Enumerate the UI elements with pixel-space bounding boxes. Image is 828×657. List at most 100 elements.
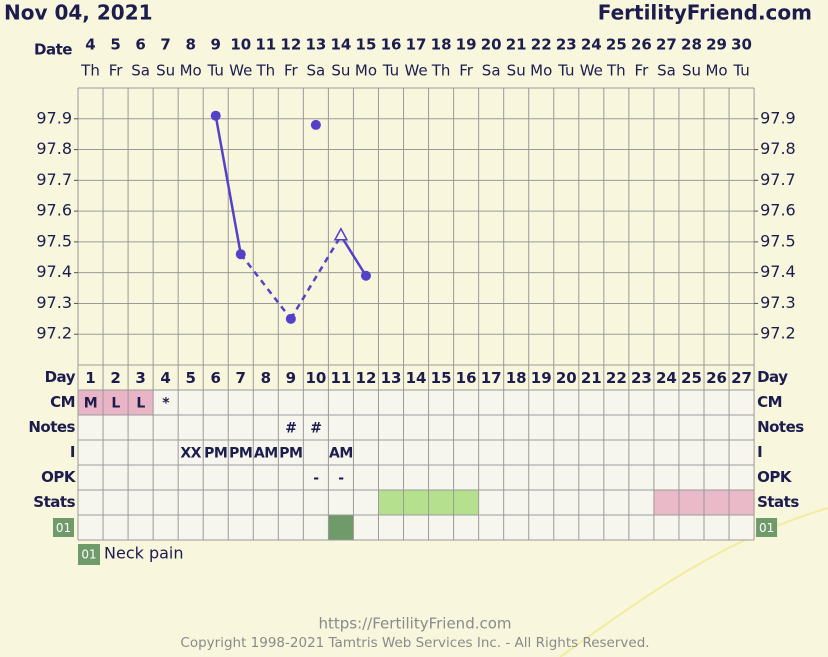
table-cell-fill	[704, 490, 730, 515]
date-number: 18	[431, 36, 452, 54]
weekday: Mo	[355, 62, 377, 80]
weekday: Fr	[459, 62, 474, 80]
table-cell-fill	[128, 390, 154, 415]
row-label: Day	[757, 368, 788, 386]
date-number: 27	[656, 36, 677, 54]
day-number: 1	[85, 369, 95, 387]
temperature-segment	[214, 115, 242, 255]
date-number: 21	[506, 36, 527, 54]
day-number: 8	[261, 369, 271, 387]
temperature-marker	[310, 119, 321, 130]
day-number: 3	[135, 369, 145, 387]
table-cell: #	[310, 421, 321, 437]
date-number: 23	[556, 36, 577, 54]
weekday: Su	[331, 62, 350, 80]
table-cell: PM	[279, 446, 302, 462]
day-number: 11	[330, 369, 351, 387]
date-number: 15	[356, 36, 377, 54]
weekday: Sa	[482, 62, 501, 80]
header-site: FertilityFriend.com	[598, 1, 812, 25]
temperature-marker	[333, 227, 349, 241]
legend-code: 01	[81, 548, 96, 562]
table-cell: PM	[229, 446, 252, 462]
date-number: 20	[481, 36, 502, 54]
table-cell-fill	[378, 490, 404, 515]
day-number: 2	[110, 369, 120, 387]
legend-box	[78, 544, 100, 565]
day-number: 15	[431, 369, 452, 387]
y-tick-label: 97.9	[760, 108, 796, 127]
y-tick-label: 97.5	[36, 231, 72, 250]
legend-label: Neck pain	[104, 544, 184, 563]
table-cell: -	[338, 471, 344, 487]
header-date: Nov 04, 2021	[4, 1, 153, 25]
table-cell-fill	[428, 490, 454, 515]
day-number: 10	[305, 369, 326, 387]
row-label: Day	[45, 368, 76, 386]
weekday: We	[580, 62, 603, 80]
table-cell: AM	[329, 446, 353, 462]
weekday: Su	[682, 62, 701, 80]
date-number: 16	[381, 36, 402, 54]
day-number: 9	[286, 369, 296, 387]
table-row-bg	[78, 390, 755, 415]
table-cell-fill	[453, 490, 479, 515]
table-cell-fill	[403, 490, 429, 515]
y-tick-label: 97.4	[36, 262, 72, 281]
temperature-segment	[289, 235, 342, 320]
table-row-bg	[78, 440, 755, 465]
weekday: We	[404, 62, 427, 80]
date-number: 25	[606, 36, 627, 54]
date-number: 19	[456, 36, 477, 54]
date-number: 28	[681, 36, 702, 54]
date-number: 4	[85, 36, 95, 54]
weekday: Su	[156, 62, 175, 80]
day-number: 14	[406, 369, 427, 387]
table-cell-fill	[653, 490, 679, 515]
y-tick-label: 97.8	[36, 139, 72, 158]
weekday: Fr	[109, 62, 124, 80]
day-number: 21	[581, 369, 602, 387]
date-number: 14	[330, 36, 351, 54]
table-cell: L	[136, 396, 145, 412]
weekday: Sa	[307, 62, 326, 80]
day-number: 19	[531, 369, 552, 387]
day-number: 17	[481, 369, 502, 387]
row-label: CM	[757, 393, 782, 411]
weekday: Tu	[382, 62, 399, 80]
date-number: 6	[135, 36, 145, 54]
table-cell-fill	[103, 390, 129, 415]
decoration-curve	[559, 507, 828, 657]
weekday: Mo	[705, 62, 727, 80]
y-tick-label: 97.3	[36, 293, 72, 312]
temperature-marker	[285, 313, 296, 324]
day-number: 26	[706, 369, 727, 387]
row-label: OPK	[757, 468, 793, 486]
weekday: Th	[255, 62, 275, 80]
date-number: 11	[255, 36, 276, 54]
row-label: 01	[56, 521, 71, 535]
table-cell: #	[285, 421, 296, 437]
day-number: 27	[731, 369, 752, 387]
date-number: 22	[531, 36, 552, 54]
day-number: 18	[506, 369, 527, 387]
row-label: Notes	[757, 418, 804, 436]
date-number: 8	[185, 36, 195, 54]
table-cell: M	[84, 396, 97, 412]
weekday: Sa	[657, 62, 676, 80]
footer-copyright: Copyright 1998-2021 Tamtris Web Services…	[180, 635, 649, 651]
temperature-marker	[210, 110, 221, 121]
table-cell-fill	[678, 490, 704, 515]
row-label: Stats	[33, 493, 75, 511]
row-label: I	[70, 443, 75, 461]
row-label: Notes	[28, 418, 75, 436]
y-tick-label: 97.3	[760, 293, 796, 312]
row-label: CM	[50, 393, 75, 411]
table-cell: -	[313, 471, 319, 487]
day-number: 16	[456, 369, 477, 387]
day-number: 25	[681, 369, 702, 387]
day-number: 24	[656, 369, 677, 387]
table-cell-fill	[328, 515, 354, 540]
y-tick-label: 97.6	[760, 201, 796, 220]
